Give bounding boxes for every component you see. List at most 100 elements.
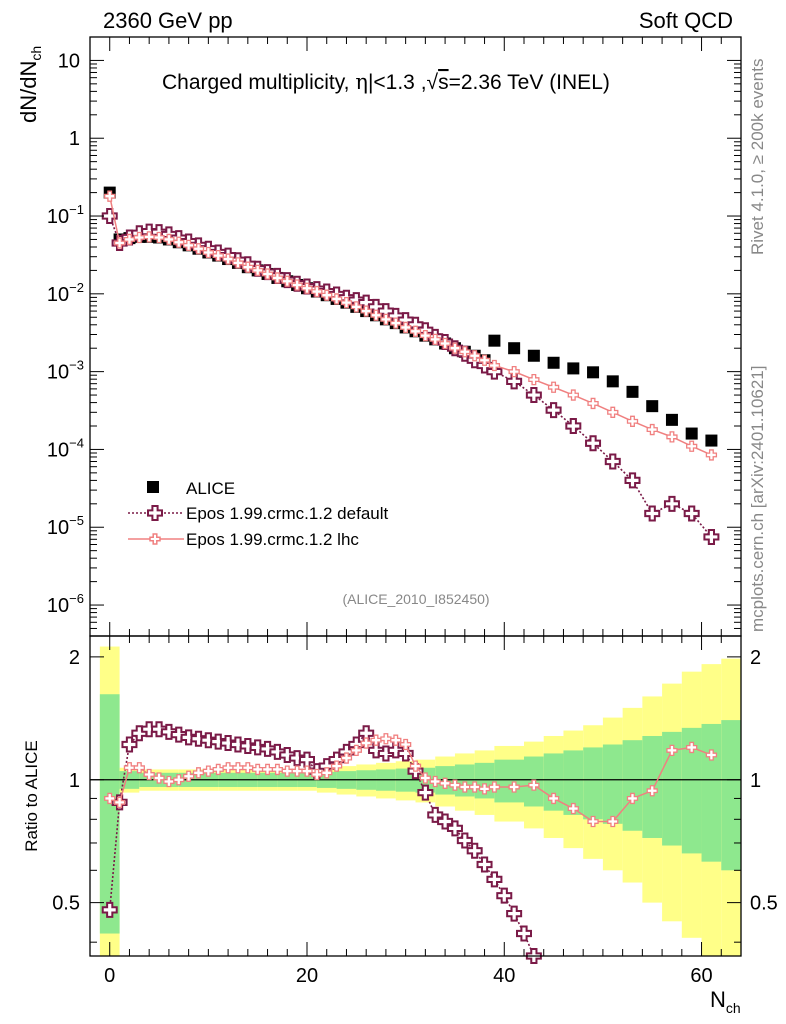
ratio-default-point <box>446 820 463 837</box>
ratio-lhc-point <box>469 781 481 793</box>
ratio-lhc-point <box>478 783 491 795</box>
lhc-point <box>508 365 520 378</box>
ratio-default-point <box>476 856 493 873</box>
ratio-series-layer <box>101 721 718 964</box>
lhc-point <box>626 415 639 427</box>
lhc-point <box>646 423 658 436</box>
lhc-point <box>163 233 175 246</box>
ratio-lhc-point <box>192 767 205 779</box>
lhc-point <box>469 350 481 362</box>
ratio-frame <box>89 635 742 957</box>
lhc-point <box>104 190 116 202</box>
lhc-point <box>429 333 441 345</box>
default-point <box>486 363 503 380</box>
lhc-point <box>212 249 224 262</box>
alice-point <box>547 356 560 369</box>
ratio-lhc-point <box>252 763 264 776</box>
ratio-default-point <box>210 733 227 750</box>
main-ylabel: dN/dNch <box>16 46 44 123</box>
y-tick-label: 10−3 <box>47 358 84 384</box>
ratio-default-point <box>170 726 187 743</box>
lhc-point <box>390 317 402 329</box>
ratio-lhc-point <box>182 770 195 782</box>
ratio-default-point <box>466 842 483 859</box>
ratio-lhc-point <box>321 767 333 779</box>
uncertainty-bands <box>99 646 741 956</box>
default-point <box>624 472 641 489</box>
alice-point <box>685 427 698 440</box>
band-inner <box>99 694 120 934</box>
ratio-default-point <box>299 751 315 768</box>
main-series-layer <box>101 186 720 545</box>
ratio-panel: 2 2 1 1 0.5 0.5 0 20 40 60 Ratio to ALICE Nch <box>22 635 778 1016</box>
lhc-point <box>419 330 432 342</box>
ratio-y-tick-label-right: 0.5 <box>750 893 778 915</box>
lhc-point <box>192 243 205 255</box>
ratio-default-point <box>417 784 434 801</box>
alice-point <box>606 375 619 388</box>
lhc-point <box>173 236 185 248</box>
ratio-lhc-point <box>143 768 155 781</box>
ratio-lhc-point <box>212 763 224 776</box>
legend-label-lhc: Epos 1.99.crmc.1.2 lhc <box>186 530 359 549</box>
ratio-default-point <box>190 730 207 747</box>
default-point <box>644 505 661 522</box>
lhc-point <box>488 359 501 372</box>
lhc-point <box>261 268 274 280</box>
ratio-lhc-point <box>508 781 520 793</box>
ratio-default-point <box>516 925 532 942</box>
y-tick-label: 10−2 <box>47 280 84 306</box>
lhc-point <box>281 275 293 287</box>
lhc-point <box>528 373 540 386</box>
ratio-lhc-point <box>350 744 362 757</box>
ratio-y-tick-label: 1 <box>69 770 80 792</box>
rivet-label: Rivet 4.1.0, ≥ 200k events <box>748 59 767 255</box>
ratio-default-point <box>279 746 296 763</box>
ratio-y-tick-label: 0.5 <box>52 893 80 915</box>
alice-point <box>626 385 639 398</box>
lhc-point <box>301 282 313 294</box>
legend-label-default: Epos 1.99.crmc.1.2 default <box>186 504 389 523</box>
lhc-point <box>340 297 353 309</box>
ratio-lhc-point <box>666 744 678 757</box>
y-tick-label: 10−4 <box>47 435 84 461</box>
band-inner <box>563 750 584 815</box>
ratio-lhc-point <box>242 762 254 774</box>
band-inner <box>701 723 722 862</box>
header-right: Soft QCD <box>639 8 733 33</box>
y-tick-label: 10 <box>58 50 80 72</box>
lhc-point <box>439 337 451 350</box>
band-inner <box>622 740 643 831</box>
ratio-lhc-point <box>330 760 343 772</box>
lhc-point <box>143 231 155 243</box>
lhc-point <box>242 261 254 273</box>
ratio-lhc-point <box>459 781 471 793</box>
lhc-point <box>459 346 471 358</box>
lhc-point <box>567 389 579 401</box>
ratio-lhc-point <box>291 765 303 777</box>
ratio-default-point <box>289 750 306 767</box>
ratio-lhc-point <box>449 779 461 791</box>
ratio-default-point <box>160 723 177 740</box>
default-point <box>506 373 523 390</box>
ratio-lhc-point <box>646 785 658 797</box>
alice-point <box>665 413 678 426</box>
ratio-default-point <box>486 871 503 888</box>
ratio-lhc-point <box>686 741 698 754</box>
legend-marker-lhc <box>128 533 184 545</box>
default-point <box>101 208 118 225</box>
x-tick-label: 40 <box>493 965 515 987</box>
legend-marker-alice <box>147 481 159 493</box>
ratio-lhc-point <box>281 765 293 777</box>
ratio-default-point <box>229 736 246 753</box>
alice-point <box>508 342 521 355</box>
lhc-point <box>271 272 284 284</box>
ratio-lhc-point <box>360 737 372 749</box>
header-left: 2360 GeV pp <box>103 8 233 33</box>
lhc-point <box>133 231 145 244</box>
ratio-lhc-point <box>626 792 639 805</box>
ratio-lhc-point <box>202 765 215 777</box>
xlabel: Nch <box>710 987 741 1016</box>
band-inner <box>583 747 603 820</box>
ratio-lhc-point <box>173 774 185 786</box>
